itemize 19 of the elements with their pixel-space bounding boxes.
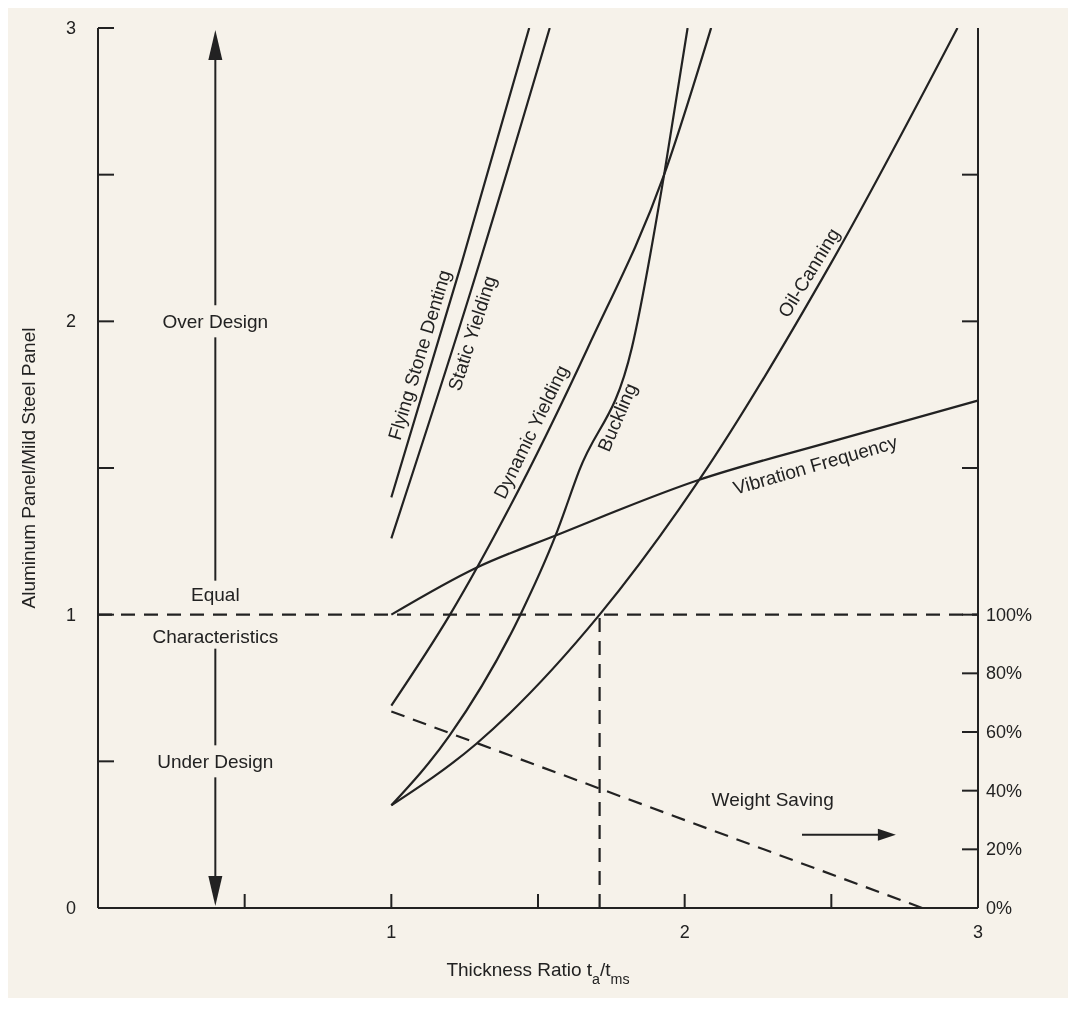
y2-tick-label: 0% bbox=[986, 898, 1013, 918]
y-tick-label: 0 bbox=[65, 898, 76, 918]
y-axis-title: Aluminum Panel/Mild Steel Panel bbox=[17, 327, 39, 609]
y-tick-label: 1 bbox=[65, 604, 76, 625]
x-tick-label: 1 bbox=[386, 922, 397, 942]
series-label: Weight Saving bbox=[711, 788, 834, 810]
annotation: Under Design bbox=[157, 750, 274, 772]
x-tick-label: 3 bbox=[972, 922, 984, 942]
x-axis-title: Thickness Ratio t$_{a}$/t$_{ms}$ bbox=[446, 959, 630, 987]
annotation: Equal Characteristics bbox=[152, 583, 279, 647]
y-tick-label: 2 bbox=[65, 311, 76, 332]
y2-tick-label: 20% bbox=[986, 839, 1023, 860]
annotation: Over Design bbox=[162, 310, 269, 332]
y2-tick-label: 100% bbox=[986, 604, 1033, 625]
y2-tick-label: 80% bbox=[986, 663, 1023, 684]
y-tick-label: 3 bbox=[65, 18, 76, 38]
y2-tick-label: 40% bbox=[986, 780, 1023, 801]
y2-tick-label: 60% bbox=[986, 722, 1023, 742]
x-tick-label: 2 bbox=[679, 922, 690, 942]
